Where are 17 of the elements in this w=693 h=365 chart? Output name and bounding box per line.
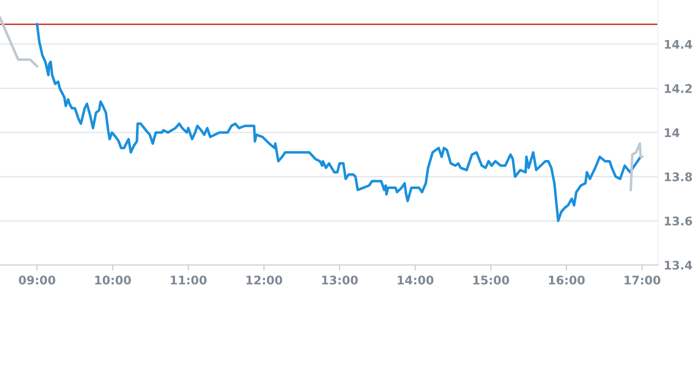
line-series (36, 23, 642, 222)
x-tick-label: 09:00 (18, 276, 56, 285)
x-tick-label: 11:00 (170, 276, 207, 285)
y-tick-label: 14.4 (664, 40, 692, 49)
y-tick-label: 14.2 (664, 84, 692, 93)
x-tick-label: 13:00 (322, 276, 358, 285)
x-tick-label: 16:00 (549, 276, 585, 285)
y-tick-label: 13.8 (664, 172, 692, 182)
x-tick-label: 12:00 (246, 276, 282, 285)
x-tick-label: 15:00 (473, 276, 510, 285)
x-tick-label: 10:00 (95, 276, 131, 285)
y-tick-label: 13.6 (664, 216, 692, 226)
y-tick-label: 13.4 (664, 260, 692, 270)
x-tick-label: 14:00 (398, 276, 434, 285)
line-series (630, 142, 644, 192)
x-tick-label: 17:00 (624, 276, 660, 285)
y-tick-label: 14 (664, 128, 680, 137)
